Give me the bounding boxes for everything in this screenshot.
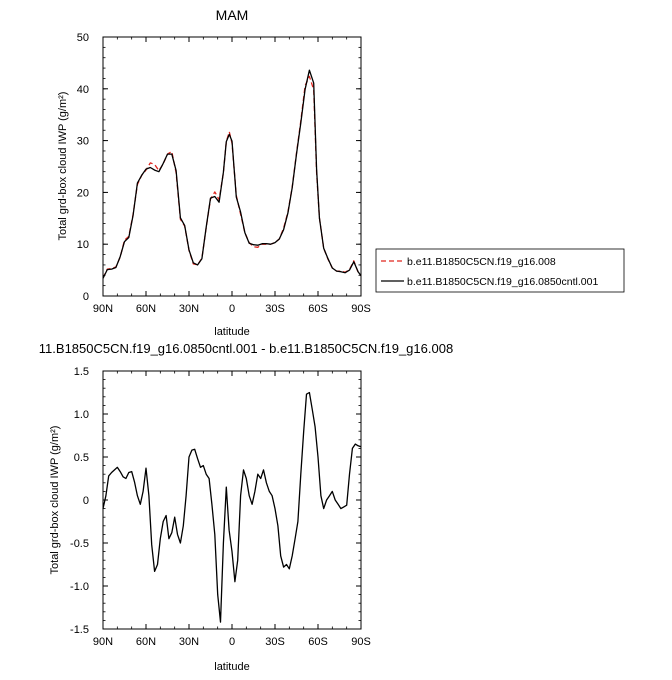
bottom-y-tick-label: 1.5 [74, 366, 89, 378]
bottom-series-line-0 [102, 391, 362, 623]
top-x-tick-label: 60S [308, 303, 328, 315]
top-x-tick-label: 30S [265, 303, 285, 315]
bottom-x-tick-label: 30S [265, 636, 285, 648]
top-x-tick-label: 0 [229, 303, 235, 315]
top-x-axis-label: latitude [214, 326, 249, 338]
top-series-line-1 [102, 69, 362, 279]
legend-box [375, 248, 625, 293]
top-y-tick-label: 20 [77, 187, 89, 199]
bottom-ticks: 90N 60N 30N 0 30S 60S 90S -1.5 -1.0 -0.5 0 0.5 1.0 1.… [70, 366, 371, 648]
top-chart-title: MAM [216, 7, 249, 23]
top-x-tick-label: 30N [179, 303, 199, 315]
top-series-layer [102, 69, 362, 279]
bottom-y-tick-label: 0 [83, 495, 89, 507]
bottom-x-tick-label: 30N [179, 636, 199, 648]
chart-top: MAM 90N 60N 30N 0 30S 60S 90S 0 10 20 30 40 50 latit… [57, 7, 371, 338]
top-plot-frame [102, 36, 362, 297]
bottom-y-tick-label: -1.5 [70, 624, 89, 636]
bottom-y-tick-label: -0.5 [70, 538, 89, 550]
legend: b.e11.B1850C5CN.f19_g16.008 b.e11.B1850C… [375, 248, 625, 293]
top-x-tick-label: 90S [351, 303, 371, 315]
bottom-x-tick-label: 0 [229, 636, 235, 648]
bottom-y-tick-label: 0.5 [74, 452, 89, 464]
legend-label-cntl: b.e11.B1850C5CN.f19_g16.0850cntl.001 [407, 276, 598, 288]
top-y-tick-label: 10 [77, 239, 89, 251]
bottom-chart-title: 11.B1850C5CN.f19_g16.0850cntl.001 - b.e1… [39, 341, 453, 356]
bottom-series-layer [102, 391, 362, 623]
legend-label-control: b.e11.B1850C5CN.f19_g16.008 [407, 256, 556, 268]
chart-bottom: 11.B1850C5CN.f19_g16.0850cntl.001 - b.e1… [39, 341, 453, 673]
top-y-tick-label: 40 [77, 84, 89, 96]
top-ticks: 90N 60N 30N 0 30S 60S 90S 0 10 20 30 40 50 [77, 32, 371, 315]
bottom-x-tick-label: 90S [351, 636, 371, 648]
bottom-y-axis-label: Total grd-box cloud IWP (g/m²) [49, 426, 61, 575]
bottom-x-tick-label: 90N [93, 636, 113, 648]
top-y-axis-label: Total grd-box cloud IWP (g/m²) [57, 92, 69, 241]
bottom-x-tick-label: 60S [308, 636, 328, 648]
top-y-tick-label: 0 [83, 291, 89, 303]
top-series-line-0 [102, 75, 362, 279]
top-x-tick-label: 90N [93, 303, 113, 315]
top-x-tick-label: 60N [136, 303, 156, 315]
top-y-tick-label: 30 [77, 136, 89, 148]
bottom-x-tick-label: 60N [136, 636, 156, 648]
top-y-tick-label: 50 [77, 32, 89, 44]
bottom-x-axis-label: latitude [214, 661, 249, 673]
bottom-y-tick-label: -1.0 [70, 581, 89, 593]
bottom-y-tick-label: 1.0 [74, 409, 89, 421]
